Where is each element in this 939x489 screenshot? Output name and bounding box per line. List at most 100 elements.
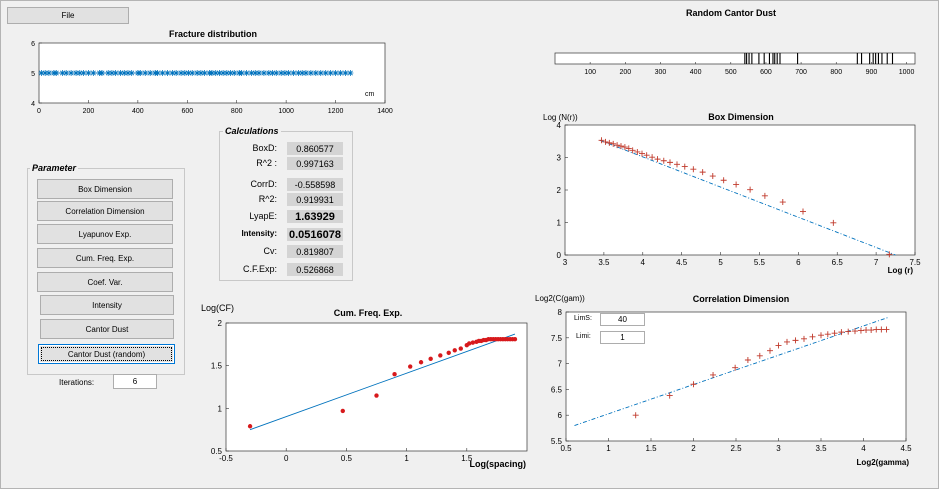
limi-input[interactable]: 1 — [600, 331, 645, 344]
calc-label: LyapE: — [249, 211, 277, 221]
fracture-point — [99, 70, 106, 76]
cantor-dust-random-button[interactable]: Cantor Dust (random) — [38, 344, 175, 364]
calculations-title: Calculations — [223, 126, 281, 136]
x-tick-label: 4 — [641, 258, 646, 267]
fracture-point — [194, 70, 201, 76]
data-point — [618, 143, 624, 150]
x-tick-label: 600 — [760, 69, 772, 76]
fit-line — [599, 139, 896, 256]
fracture-point — [322, 70, 329, 76]
data-point — [621, 144, 628, 151]
y-tick-label: 5.5 — [551, 437, 563, 446]
calc-value: 0.860577 — [287, 142, 343, 155]
limi-label: Limi: — [576, 333, 591, 340]
data-point — [598, 137, 605, 144]
cumfreq-title: Cum. Freq. Exp. — [334, 308, 403, 318]
y-tick-label: 2 — [557, 186, 562, 195]
data-point — [660, 157, 667, 164]
fracture-point — [189, 70, 196, 76]
calc-value: 0.0516078 — [287, 228, 343, 241]
data-point — [838, 329, 845, 336]
y-tick-label: 4 — [31, 101, 35, 108]
fracture-point — [42, 70, 49, 76]
cumfreq-ylabel: Log(CF) — [201, 303, 234, 313]
fracture-point — [63, 70, 70, 76]
fracture-point — [38, 70, 45, 76]
data-point — [756, 352, 763, 359]
fracture-x-unit: cm — [365, 91, 375, 98]
x-tick-label: 200 — [619, 69, 631, 76]
parameter-title: Parameter — [30, 163, 79, 173]
fracture-point — [45, 70, 52, 76]
x-tick-label: 4.5 — [900, 444, 912, 453]
lims-input[interactable]: 40 — [600, 313, 645, 326]
lyapunov-exp-button[interactable]: Lyapunov Exp. — [37, 224, 173, 244]
data-point — [247, 424, 253, 429]
fracture-point — [112, 70, 119, 76]
x-tick-label: 3 — [776, 444, 781, 453]
data-point — [878, 326, 885, 333]
data-point — [681, 163, 688, 170]
x-tick-label: 1 — [606, 444, 611, 453]
fracture-point — [76, 70, 83, 76]
fracture-point — [278, 70, 285, 76]
y-tick-label: 1.5 — [211, 362, 223, 371]
data-point — [512, 337, 518, 342]
cumfreq-xlabel: Log(spacing) — [470, 459, 527, 469]
x-tick-label: 0 — [37, 108, 41, 115]
correlation-dimension-button[interactable]: Correlation Dimension — [37, 201, 173, 221]
fracture-point — [248, 70, 255, 76]
fracture-point — [216, 70, 223, 76]
x-tick-label: 1400 — [377, 108, 393, 115]
iterations-input[interactable]: 6 — [113, 374, 157, 389]
x-tick-label: 400 — [132, 108, 144, 115]
cantor-dust-button[interactable]: Cantor Dust — [40, 319, 174, 339]
data-point — [649, 154, 656, 161]
data-point — [632, 412, 639, 419]
data-point — [629, 147, 636, 154]
calc-label: Cv: — [263, 246, 278, 256]
intensity-button[interactable]: Intensity — [40, 295, 174, 315]
data-point — [634, 148, 641, 155]
cantor-plot-area — [554, 52, 916, 65]
calc-value: -0.558598 — [287, 178, 343, 191]
fracture-point — [185, 70, 192, 76]
y-tick-label: 3 — [557, 154, 562, 163]
cum-freq-exp-button[interactable]: Cum. Freq. Exp. — [37, 248, 173, 268]
fracture-point — [337, 70, 344, 76]
coef-var-button[interactable]: Coef. Var. — [37, 272, 173, 292]
box-dimension-chart: Box Dimension Log (N(r)) 3 3.5 4 4.5 5 5.5 6 6.… — [543, 112, 921, 275]
fracture-point — [212, 70, 219, 76]
data-point — [831, 330, 838, 337]
fracture-point — [201, 70, 208, 76]
data-point — [830, 219, 837, 226]
x-tick-label: -0.5 — [219, 454, 233, 463]
data-point — [792, 337, 799, 344]
y-tick-label: 1 — [218, 404, 223, 413]
data-point — [809, 333, 816, 340]
corrdim-title: Correlation Dimension — [693, 294, 790, 304]
x-tick-label: 4.5 — [676, 258, 688, 267]
data-point — [674, 161, 680, 168]
data-point — [458, 346, 463, 351]
data-point — [666, 392, 673, 399]
fracture-distribution-chart: Fracture distribution 0 200 400 600 800 1000 1… — [31, 29, 393, 115]
y-tick-label: 4 — [557, 121, 562, 130]
fracture-point — [105, 70, 112, 76]
calc-label: R^2 : — [256, 158, 277, 168]
cantor-title: Random Cantor Dust — [686, 8, 776, 18]
x-tick-label: 1.5 — [645, 444, 657, 453]
cantor-dust-chart: Random Cantor Dust 100 200 300 400 500 600 700… — [554, 8, 916, 76]
data-point — [699, 169, 706, 176]
file-menu-button[interactable]: File — [7, 7, 129, 24]
fracture-point — [290, 70, 297, 76]
fracture-point — [273, 70, 280, 76]
x-tick-label: 0.5 — [560, 444, 572, 453]
box-dimension-button[interactable]: Box Dimension — [37, 179, 173, 199]
y-tick-label: 0 — [557, 251, 562, 260]
fracture-point — [80, 70, 87, 76]
x-tick-label: 700 — [795, 69, 807, 76]
x-tick-label: 0.5 — [341, 454, 353, 463]
boxdim-xlabel: Log (r) — [888, 266, 914, 275]
x-tick-label: 1000 — [278, 108, 294, 115]
